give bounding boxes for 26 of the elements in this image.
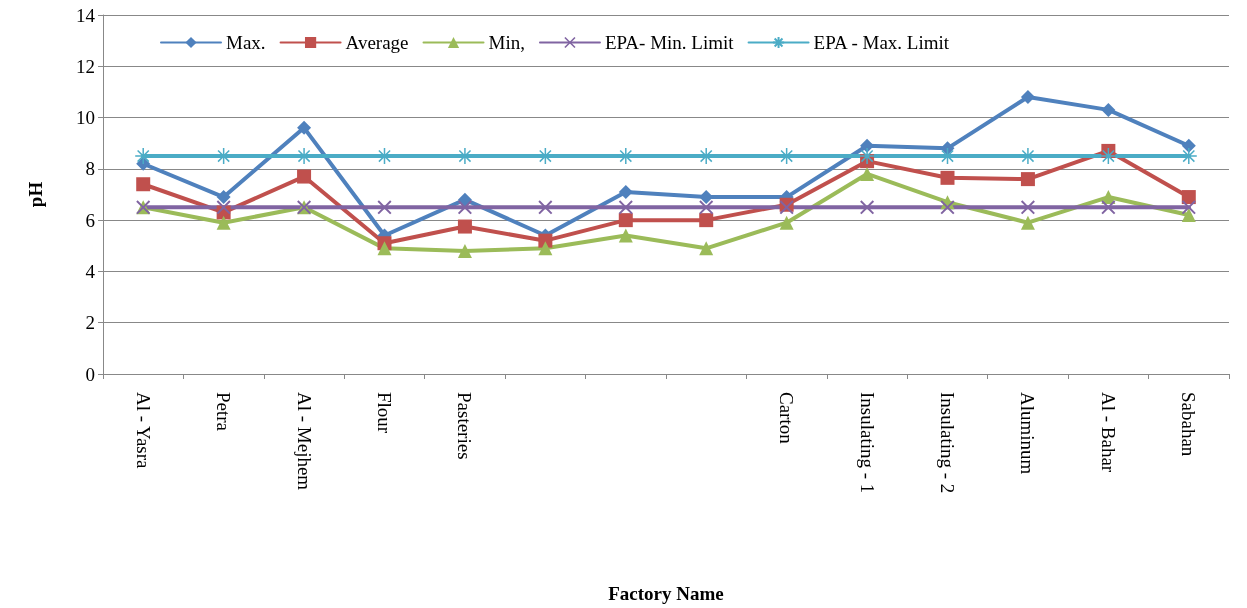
y-tick-label: 0	[85, 363, 95, 385]
x-tick-label: Insulating - 1	[856, 392, 878, 494]
y-tick-label: 8	[85, 158, 95, 180]
x-tick-label: Al - Bahar	[1097, 392, 1119, 473]
y-tick-label: 2	[85, 312, 95, 334]
y-tick-label: 14	[76, 4, 96, 26]
legend-label: Min,	[488, 32, 525, 53]
x-axis-title: Factory Name	[608, 583, 724, 604]
x-tick-label: Carton	[776, 392, 798, 445]
x-tick-label: Aluminum	[1017, 392, 1039, 475]
x-tick-label: Sabahan	[1178, 392, 1200, 457]
legend-label: Average	[345, 32, 409, 53]
y-tick-label: 6	[85, 209, 95, 231]
x-tick-label: Al - Yasra	[132, 392, 154, 470]
x-tick-label: Insulating - 2	[937, 392, 958, 494]
legend-label: Max.	[226, 32, 266, 53]
legend-label: EPA- Min. Limit	[604, 32, 735, 53]
y-tick-label: 12	[76, 55, 95, 77]
x-tick-label: Al - Mejhem	[293, 392, 315, 491]
x-tick-label: Pasteries	[454, 392, 476, 460]
x-tick-label: Petra	[213, 392, 235, 432]
x-tick-label: Flour	[374, 392, 395, 434]
legend-label: EPA - Max. Limit	[813, 32, 950, 53]
y-axis-title: pH	[25, 181, 46, 208]
y-tick-label: 4	[85, 260, 96, 282]
y-tick-label: 10	[76, 107, 95, 129]
